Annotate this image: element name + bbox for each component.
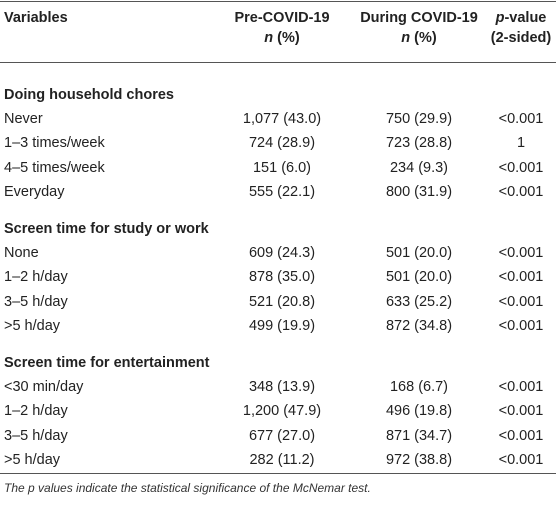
cell: <0.001 bbox=[498, 244, 544, 261]
cell: 800 (31.9) bbox=[385, 184, 453, 201]
row-label: None bbox=[4, 244, 39, 261]
cell: <0.001 bbox=[498, 452, 544, 469]
row-label: <30 min/day bbox=[4, 378, 84, 395]
footnote: The p values indicate the statistical si… bbox=[4, 480, 371, 495]
row-label: 3–5 h/day bbox=[4, 293, 68, 310]
data-row: Never 1,077 (43.0) 750 (29.9) <0.001 bbox=[0, 107, 556, 132]
data-row: >5 h/day 499 (19.9) 872 (34.8) <0.001 bbox=[0, 314, 556, 339]
cell: 234 (9.3) bbox=[389, 159, 449, 176]
cell: 750 (29.9) bbox=[385, 110, 453, 127]
data-row: <30 min/day 348 (13.9) 168 (6.7) <0.001 bbox=[0, 375, 556, 400]
data-row: 1–2 h/day 1,200 (47.9) 496 (19.8) <0.001 bbox=[0, 399, 556, 424]
cell: 521 (20.8) bbox=[248, 293, 316, 310]
header-title: During COVID-19 bbox=[360, 10, 478, 26]
section-title: Screen time for study or work bbox=[4, 220, 209, 237]
header-row: Variables Pre-COVID-19 n (%) During COVID… bbox=[0, 1, 556, 63]
data-row: 4–5 times/week 151 (6.0) 234 (9.3) <0.001 bbox=[0, 156, 556, 181]
cell: <0.001 bbox=[498, 318, 544, 335]
row-label: 3–5 h/day bbox=[4, 427, 68, 444]
row-label: Everyday bbox=[4, 184, 65, 201]
cell: 609 (24.3) bbox=[248, 244, 316, 261]
section-row: Screen time for entertainment bbox=[0, 339, 556, 375]
cell: 501 (20.0) bbox=[385, 269, 453, 286]
cell: 878 (35.0) bbox=[248, 269, 316, 286]
cell: 282 (11.2) bbox=[249, 452, 315, 469]
table-body: Doing household chores Never 1,077 (43.0) 7… bbox=[0, 63, 556, 474]
cell: 151 (6.0) bbox=[252, 159, 312, 176]
cell: 633 (25.2) bbox=[385, 293, 453, 310]
cell: 555 (22.1) bbox=[248, 184, 316, 201]
cell: <0.001 bbox=[498, 293, 544, 310]
cell: 1,200 (47.9) bbox=[242, 403, 322, 420]
data-row: 3–5 h/day 521 (20.8) 633 (25.2) <0.001 bbox=[0, 290, 556, 315]
cell: 501 (20.0) bbox=[385, 244, 453, 261]
data-row: None 609 (24.3) 501 (20.0) <0.001 bbox=[0, 241, 556, 266]
cell: 871 (34.7) bbox=[385, 427, 453, 444]
cell: 972 (38.8) bbox=[385, 452, 453, 469]
cell: 1,077 (43.0) bbox=[242, 110, 322, 127]
header-unit-italic: n bbox=[264, 30, 274, 46]
row-label: 1–2 h/day bbox=[4, 269, 68, 286]
section-title: Screen time for entertainment bbox=[4, 354, 210, 371]
header-cell: p-value (2-sided) bbox=[486, 1, 556, 63]
row-label: 4–5 times/week bbox=[4, 159, 105, 176]
cell: 677 (27.0) bbox=[248, 427, 316, 444]
row-label: 1–3 times/week bbox=[4, 135, 105, 152]
cell: 723 (28.8) bbox=[385, 135, 453, 152]
cell: 499 (19.9) bbox=[248, 318, 316, 335]
cell: <0.001 bbox=[498, 269, 544, 286]
cell: 348 (13.9) bbox=[248, 378, 316, 395]
data-row: 1–3 times/week 724 (28.9) 723 (28.8) 1 bbox=[0, 131, 556, 156]
cell: 724 (28.9) bbox=[248, 135, 316, 152]
header-cell: Pre-COVID-19 n (%) bbox=[212, 1, 352, 63]
header-unit-italic: n bbox=[401, 30, 411, 46]
row-label: >5 h/day bbox=[4, 318, 61, 335]
data-row: >5 h/day 282 (11.2) 972 (38.8) <0.001 bbox=[0, 448, 556, 473]
row-label: 1–2 h/day bbox=[4, 403, 68, 420]
cell: <0.001 bbox=[498, 378, 544, 395]
header-cell: During COVID-19 n (%) bbox=[352, 1, 486, 63]
cell: <0.001 bbox=[498, 110, 544, 127]
data-row: Everyday 555 (22.1) 800 (31.9) <0.001 bbox=[0, 180, 556, 205]
cell: <0.001 bbox=[498, 159, 544, 176]
row-label: >5 h/day bbox=[4, 452, 61, 469]
header-title: Pre-COVID-19 bbox=[234, 10, 330, 26]
cell: 1 bbox=[516, 135, 526, 152]
cell: 496 (19.8) bbox=[385, 403, 453, 420]
header-italic: p bbox=[495, 10, 505, 26]
section-row: Screen time for study or work bbox=[0, 205, 556, 241]
header-cell: Variables bbox=[0, 1, 212, 63]
cell: 872 (34.8) bbox=[385, 318, 453, 335]
section-title: Doing household chores bbox=[4, 86, 174, 103]
cell: 168 (6.7) bbox=[389, 378, 449, 395]
header-note: (2-sided) bbox=[490, 30, 552, 46]
row-label: Never bbox=[4, 110, 43, 127]
header-unit: (%) bbox=[410, 30, 437, 46]
section-row: Doing household chores bbox=[0, 63, 556, 107]
data-table: Variables Pre-COVID-19 n (%) During COVID… bbox=[0, 1, 556, 474]
cell: <0.001 bbox=[498, 184, 544, 201]
header-title: -value bbox=[504, 10, 547, 26]
header-unit: (%) bbox=[273, 30, 300, 46]
cell: <0.001 bbox=[498, 427, 544, 444]
data-row: 1–2 h/day 878 (35.0) 501 (20.0) <0.001 bbox=[0, 265, 556, 290]
cell: <0.001 bbox=[498, 403, 544, 420]
data-row: 3–5 h/day 677 (27.0) 871 (34.7) <0.001 bbox=[0, 424, 556, 449]
